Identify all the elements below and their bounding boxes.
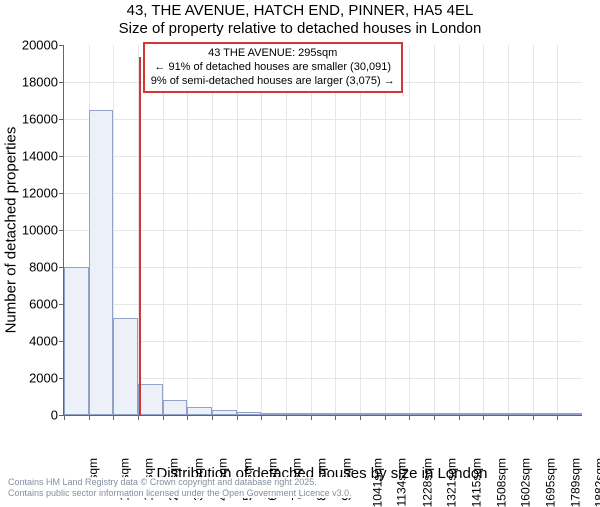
y-tick-label: 0 <box>8 408 58 423</box>
y-tick-label: 4000 <box>8 334 58 349</box>
histogram-bar <box>89 110 114 415</box>
histogram-bar <box>64 267 89 415</box>
y-tick-label: 2000 <box>8 371 58 386</box>
x-tick-label: 1134sqm <box>394 458 408 506</box>
y-tick-label: 10000 <box>8 223 58 238</box>
callout-line: 9% of semi-detached houses are larger (3… <box>151 75 395 89</box>
histogram-bar <box>311 413 336 415</box>
chart-title: 43, THE AVENUE, HATCH END, PINNER, HA5 4… <box>0 2 600 19</box>
y-tick-label: 20000 <box>8 38 58 53</box>
callout-line: ← 91% of detached houses are smaller (30… <box>151 61 395 75</box>
histogram-bar <box>557 413 582 415</box>
histogram-bar <box>212 410 237 415</box>
histogram-bar <box>533 413 558 415</box>
credits: Contains HM Land Registry data © Crown c… <box>8 477 352 498</box>
histogram-bar <box>286 413 311 415</box>
histogram-bar <box>237 412 262 415</box>
histogram-bar <box>508 413 533 415</box>
marker-line <box>139 57 141 415</box>
histogram-bar <box>113 318 138 415</box>
histogram-bar <box>138 384 163 415</box>
callout-title: 43 THE AVENUE: 295sqm <box>151 47 395 61</box>
histogram-bar <box>187 407 212 415</box>
histogram-bar <box>409 413 434 415</box>
credits-line: Contains public sector information licen… <box>8 488 352 498</box>
y-tick-label: 8000 <box>8 260 58 275</box>
y-tick-label: 6000 <box>8 297 58 312</box>
histogram-bar <box>483 413 508 415</box>
histogram-bar <box>163 400 188 415</box>
y-tick-label: 16000 <box>8 112 58 127</box>
y-tick-label: 18000 <box>8 75 58 90</box>
histogram-bar <box>385 413 410 415</box>
histogram-bar <box>335 413 360 415</box>
histogram-bar <box>459 413 484 415</box>
plot-area: 43 THE AVENUE: 295sqm← 91% of detached h… <box>63 45 582 416</box>
credits-line: Contains HM Land Registry data © Crown c… <box>8 477 352 487</box>
marker-callout: 43 THE AVENUE: 295sqm← 91% of detached h… <box>143 42 403 93</box>
histogram-bar <box>261 413 286 415</box>
chart-container: 43, THE AVENUE, HATCH END, PINNER, HA5 4… <box>0 0 600 500</box>
y-tick-label: 14000 <box>8 149 58 164</box>
histogram-bar <box>434 413 459 415</box>
y-tick-label: 12000 <box>8 186 58 201</box>
histogram-bar <box>360 413 385 415</box>
chart-subtitle: Size of property relative to detached ho… <box>0 20 600 37</box>
